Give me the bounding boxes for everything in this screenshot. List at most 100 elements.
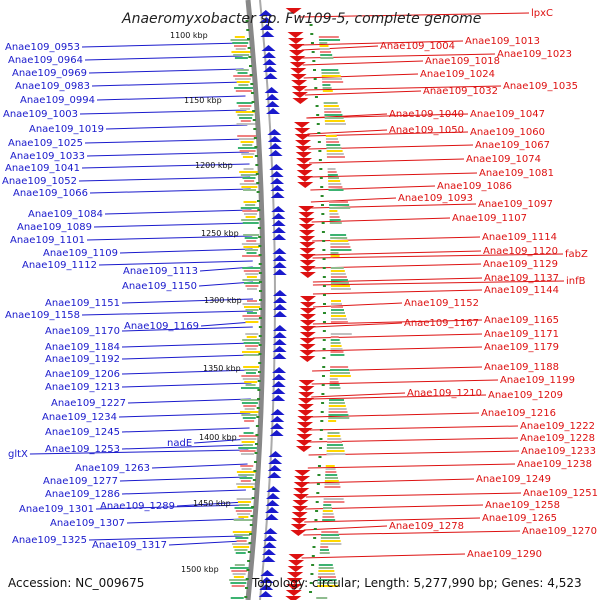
tick-mark [254,155,258,157]
tick-mark [245,587,249,589]
tick-mark [255,434,259,436]
minus-gene-arrow [271,220,286,226]
plus-gene-arrow [288,554,305,560]
tick-mark [255,425,259,427]
cog-stripe [321,534,340,536]
minus-gene-arrow [272,248,287,254]
leader-line [194,438,250,444]
cog-stripe [324,111,342,113]
plus-gene-arrow [296,440,313,446]
tick-mark [321,213,325,215]
tick-mark [319,429,323,431]
tick-mark [251,497,255,499]
cog-stripe [330,312,345,314]
scale-label: 1200 kbp [195,161,233,170]
cog-stripe [237,135,257,137]
cog-stripe [326,450,345,452]
plus-gene-arrow [297,422,314,428]
leader-line [29,449,249,455]
cog-stripe [328,417,350,419]
cog-stripe [241,468,252,470]
plus-gene-arrow [293,488,310,494]
plus-gene-arrow [298,206,315,212]
cog-stripe [239,504,250,506]
cog-stripe [326,141,340,143]
gene-label: Anae109_1206 [45,369,120,380]
gene-label: Anae109_1234 [42,412,117,423]
tick-mark [316,483,320,485]
tick-mark [310,573,314,575]
cog-stripe [233,75,253,77]
cog-stripe [240,438,257,440]
gene-label: Anae109_1047 [470,109,545,120]
gene-label: Anae109_1097 [478,199,553,210]
cog-stripe [232,42,249,44]
leader-line [301,45,379,51]
tick-mark [247,47,251,49]
gene-label: Anae109_1278 [389,521,464,532]
cog-stripe [330,339,340,341]
gene-label: Anae109_1052 [2,176,77,187]
cog-stripe [322,81,344,83]
cog-stripe [243,234,260,236]
gene-label: Anae109_1107 [452,213,527,224]
cog-stripe [245,204,256,206]
cog-stripe [323,102,338,104]
cog-stripe [330,318,347,320]
tick-mark [309,582,313,584]
minus-gene-arrow [261,556,276,562]
cog-stripe [242,156,253,158]
tick-mark [257,227,261,229]
plus-gene-arrow [285,8,302,14]
minus-gene-arrow [265,507,280,513]
plus-gene-arrow [293,122,310,128]
tick-mark [255,164,259,166]
tick-mark [320,195,324,197]
plus-gene-arrow [291,512,308,518]
minus-gene-arrow [263,73,278,79]
cog-stripe [232,573,246,575]
plus-gene-arrow [285,590,302,596]
tick-mark [250,515,254,517]
gene-label: Anae109_1152 [404,298,479,309]
cog-stripe [244,420,255,422]
leader-line [151,463,248,469]
plus-gene-arrow [291,518,308,524]
cog-stripe [243,318,260,320]
cog-stripe [241,243,261,245]
minus-gene-arrow [272,367,287,373]
cog-stripe [329,378,338,380]
leader-line [121,427,250,433]
cog-stripe [236,540,247,542]
cog-stripe [328,186,343,188]
cog-stripe [242,417,256,419]
cog-stripe [241,402,258,404]
cog-stripe [240,465,254,467]
cog-stripe [234,564,245,566]
gene-label: Anae109_1144 [484,285,559,296]
gene-label: Anae109_1041 [5,163,80,174]
cog-stripe [324,120,345,122]
cog-stripe [330,240,349,242]
cog-stripe [330,249,352,251]
tick-mark [322,312,326,314]
cog-stripe [236,102,253,104]
cog-stripe [242,279,262,281]
tick-mark [253,470,257,472]
leader-line [309,425,519,431]
cog-stripe [234,57,248,59]
cog-stripe [235,552,246,554]
plus-gene-arrow [285,596,302,600]
cog-stripe [243,366,260,368]
backbone-arc-inner [259,0,276,600]
tick-mark [249,65,253,67]
cog-stripe [242,177,256,179]
cog-stripe [320,543,342,545]
leader-line [312,253,564,259]
gene-label: Anae109_1081 [479,168,554,179]
tick-mark [258,353,262,355]
gene-label: Anae109_1251 [523,488,598,499]
gene-label: Anae109_1019 [29,124,104,135]
minus-gene-arrow [272,290,287,296]
cog-stripe [327,435,341,437]
